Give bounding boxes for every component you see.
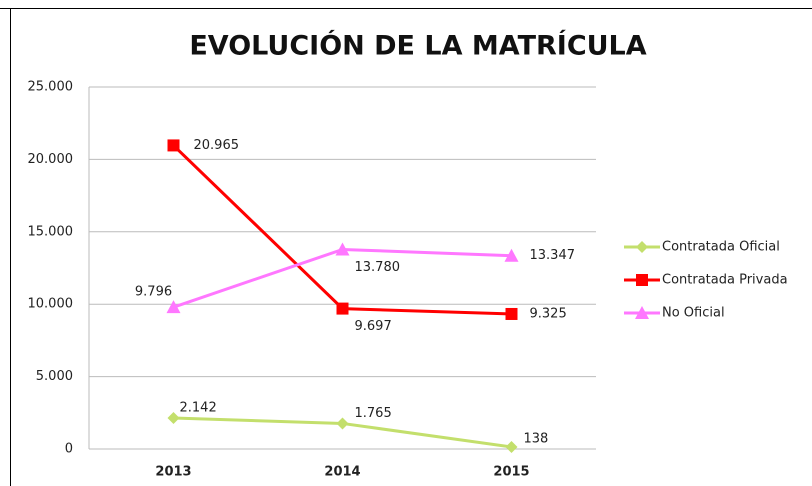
data-label: 20.965	[194, 138, 240, 153]
y-tick-label: 0	[65, 442, 73, 457]
legend-label: Contratada Oficial	[662, 240, 780, 255]
x-tick-label: 2014	[324, 465, 360, 480]
marker	[335, 242, 350, 256]
data-label: 9.796	[135, 285, 172, 300]
marker	[505, 441, 518, 454]
data-label: 1.765	[355, 406, 392, 421]
y-tick-label: 25.000	[28, 80, 74, 95]
marker	[635, 306, 649, 319]
data-label: 13.780	[355, 260, 401, 275]
y-tick-label: 10.000	[28, 297, 74, 312]
data-label: 13.347	[530, 248, 576, 263]
legend-label: Contratada Privada	[662, 273, 788, 288]
marker	[166, 300, 181, 314]
marker	[167, 411, 180, 424]
chart-title: EVOLUCIÓN DE LA MATRÍCULA	[189, 30, 646, 62]
y-tick-label: 20.000	[28, 152, 74, 167]
marker	[505, 307, 518, 320]
data-label: 9.325	[530, 306, 567, 321]
data-label: 9.697	[355, 319, 392, 334]
marker	[336, 302, 349, 315]
data-label: 138	[524, 432, 549, 447]
y-tick-label: 5.000	[36, 369, 73, 384]
y-tick-label: 15.000	[28, 224, 74, 239]
marker	[636, 274, 648, 286]
marker	[636, 241, 648, 253]
marker	[336, 417, 349, 430]
marker	[167, 139, 180, 152]
data-label: 2.142	[180, 400, 217, 415]
marker	[504, 248, 519, 262]
x-tick-label: 2015	[493, 465, 529, 480]
legend-label: No Oficial	[662, 306, 725, 321]
x-tick-label: 2013	[155, 465, 191, 480]
